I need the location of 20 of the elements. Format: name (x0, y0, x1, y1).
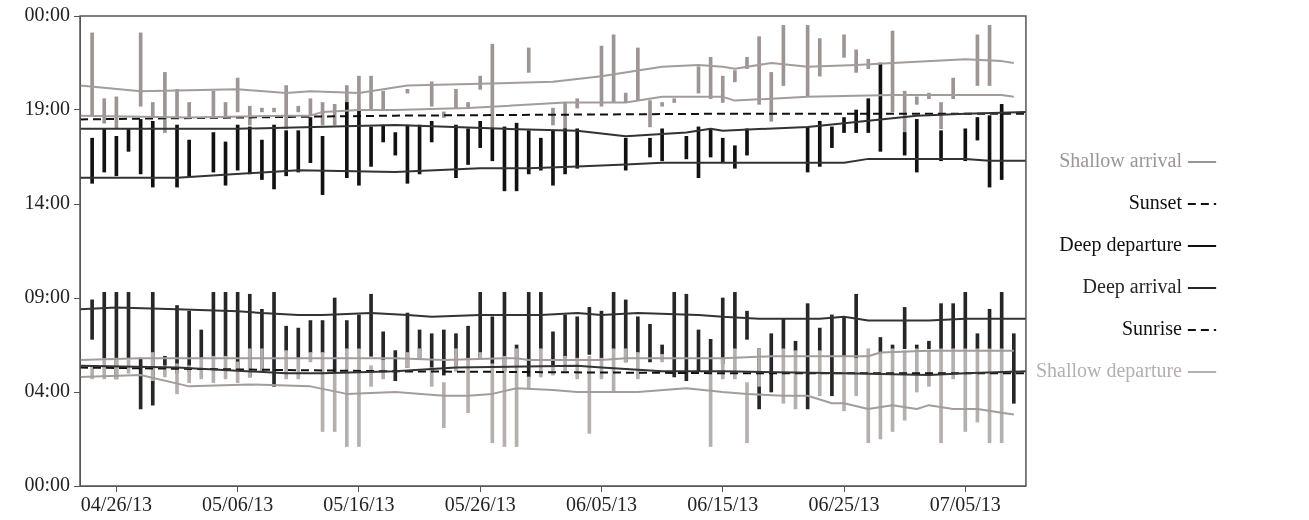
y-tick-label: 04:00 (24, 379, 70, 402)
legend-label: Sunrise (1122, 317, 1183, 340)
legend-label: Deep arrival (1082, 275, 1183, 299)
y-tick-label: 14:00 (24, 191, 70, 214)
x-tick-label: 07/05/13 (929, 493, 1001, 516)
x-tick-label: 05/26/13 (444, 493, 516, 516)
legend-label: Shallow departure (1035, 359, 1183, 383)
legend-label: Shallow arrival (1059, 149, 1183, 172)
x-tick-label: 04/26/13 (80, 493, 152, 516)
y-tick-label: 19:00 (24, 97, 70, 120)
x-tick-label: 05/06/13 (202, 493, 274, 516)
y-tick-label: 00:00 (24, 473, 70, 496)
legend-label: Deep departure (1059, 233, 1183, 257)
x-tick-label: 05/16/13 (323, 493, 395, 516)
y-tick-label: 09:00 (24, 285, 70, 308)
x-tick-label: 06/05/13 (565, 493, 638, 516)
x-tick-label: 06/15/13 (687, 493, 759, 516)
x-tick-label: 06/25/13 (808, 493, 880, 516)
y-tick-label: 00:00 (24, 3, 70, 26)
legend-label: Sunset (1128, 191, 1183, 214)
